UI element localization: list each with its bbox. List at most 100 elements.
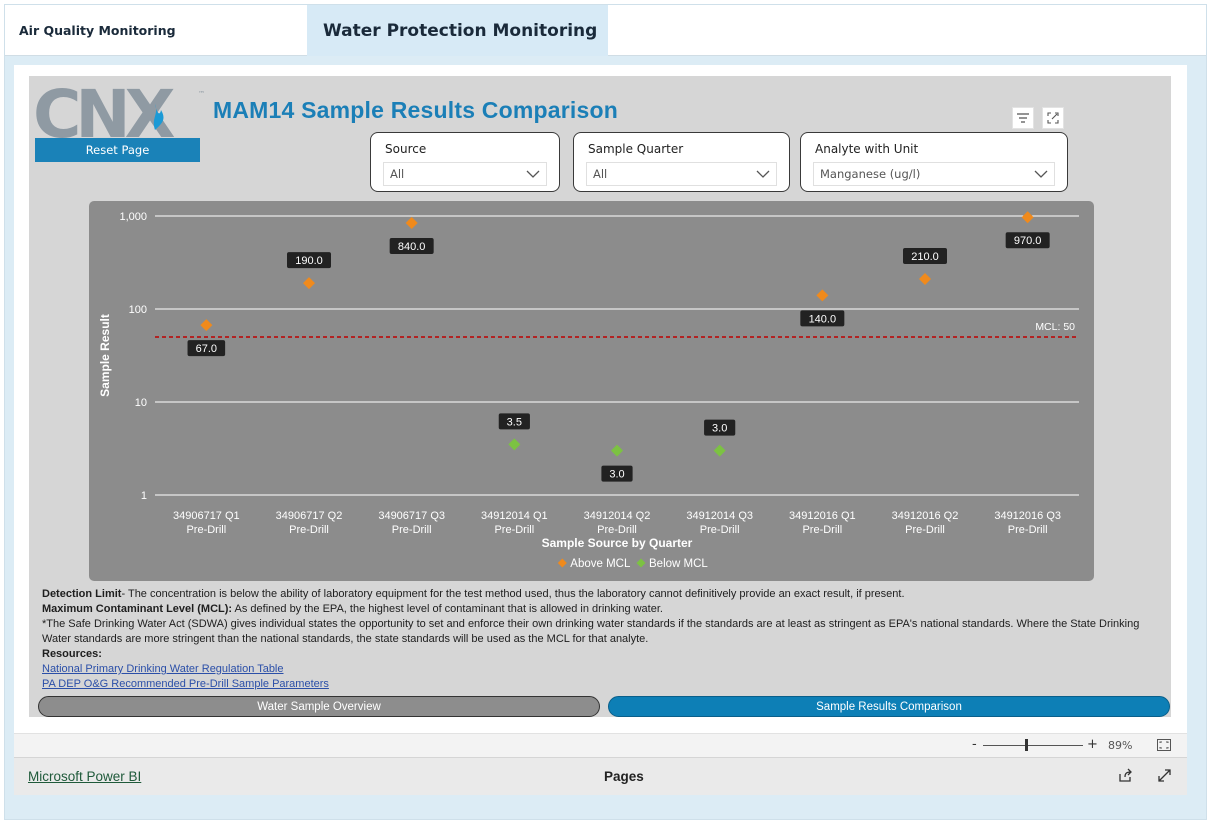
note-sdwa: *The Safe Drinking Water Act (SDWA) give… bbox=[42, 618, 1140, 645]
x-tick-label: 34912014 Q1 bbox=[481, 510, 548, 522]
data-point bbox=[200, 319, 213, 332]
zoom-slider[interactable] bbox=[983, 745, 1083, 746]
data-point bbox=[508, 438, 521, 451]
zoom-out-button[interactable]: - bbox=[972, 737, 977, 752]
source-dropdown[interactable]: All bbox=[383, 162, 547, 186]
share-icon[interactable] bbox=[1118, 768, 1133, 783]
report-page: CNX ™ Reset Page MAM14 Sample Results Co… bbox=[14, 65, 1187, 733]
data-label-box bbox=[601, 465, 633, 482]
zoom-bar: - + 89% bbox=[14, 733, 1187, 757]
tab-water-protection[interactable]: Water Protection Monitoring bbox=[307, 5, 608, 56]
data-point bbox=[713, 444, 726, 457]
quarter-dropdown-value: All bbox=[593, 167, 608, 181]
data-label: 67.0 bbox=[196, 343, 217, 355]
x-tick-sublabel: Pre-Drill bbox=[392, 524, 432, 536]
data-label-box bbox=[287, 252, 331, 269]
data-label: 140.0 bbox=[809, 313, 837, 325]
data-point bbox=[405, 217, 418, 230]
slicer-analyte: Analyte with Unit Manganese (ug/l) bbox=[800, 132, 1068, 192]
x-tick-label: 34912016 Q3 bbox=[994, 510, 1061, 522]
link-drinking-water-table[interactable]: National Primary Drinking Water Regulati… bbox=[42, 663, 284, 675]
data-label: 210.0 bbox=[911, 251, 939, 263]
zoom-slider-thumb[interactable] bbox=[1025, 739, 1028, 751]
link-pa-dep-parameters[interactable]: PA DEP O&G Recommended Pre-Drill Sample … bbox=[42, 678, 329, 690]
x-tick-label: 34912014 Q3 bbox=[686, 510, 753, 522]
page-title: MAM14 Sample Results Comparison bbox=[213, 97, 618, 123]
data-label: 190.0 bbox=[295, 255, 323, 267]
chevron-down-icon bbox=[1034, 170, 1048, 178]
data-label-box bbox=[389, 238, 434, 255]
data-label-box bbox=[903, 248, 947, 265]
chart-svg: 1 10 100 1,000 Sample Result MCL: 50 34906717 … bbox=[98, 211, 1079, 570]
expand-icon[interactable] bbox=[1157, 768, 1172, 783]
slicer-quarter-label: Sample Quarter bbox=[588, 142, 684, 156]
y-tick-label: 1 bbox=[141, 490, 147, 502]
zoom-level: 89% bbox=[1108, 739, 1133, 752]
data-label: 840.0 bbox=[398, 241, 426, 253]
source-dropdown-value: All bbox=[390, 167, 405, 181]
filter-icon[interactable] bbox=[1012, 107, 1034, 129]
logo-text: CNX bbox=[33, 84, 175, 139]
slicer-sample-quarter: Sample Quarter All bbox=[573, 132, 790, 192]
focus-mode-icon[interactable] bbox=[1042, 107, 1064, 129]
tab-bar: Air Quality Monitoring Water Protection … bbox=[5, 5, 1206, 56]
cnx-logo: CNX ™ bbox=[33, 84, 205, 139]
mcl-title: Maximum Contaminant Level (MCL): bbox=[42, 603, 233, 615]
water-sample-overview-button[interactable]: Water Sample Overview bbox=[38, 696, 600, 717]
footer-bar: Microsoft Power BI Pages bbox=[14, 757, 1187, 795]
fit-to-page-icon[interactable] bbox=[1157, 739, 1171, 751]
data-point bbox=[919, 273, 931, 286]
report-canvas: CNX ™ Reset Page MAM14 Sample Results Co… bbox=[29, 76, 1171, 717]
legend-label: Above MCL bbox=[570, 558, 631, 570]
tab-air-quality[interactable]: Air Quality Monitoring bbox=[19, 23, 176, 38]
notes-section: Detection Limit- The concentration is be… bbox=[42, 587, 1142, 692]
x-tick-sublabel: Pre-Drill bbox=[700, 524, 740, 536]
data-point bbox=[1021, 211, 1034, 224]
analyte-dropdown[interactable]: Manganese (ug/l) bbox=[813, 162, 1055, 186]
x-tick-sublabel: Pre-Drill bbox=[494, 524, 534, 536]
x-tick-sublabel: Pre-Drill bbox=[597, 524, 637, 536]
chevron-down-icon bbox=[756, 170, 770, 178]
y-tick-label: 100 bbox=[129, 304, 147, 316]
mcl-text: As defined by the EPA, the highest level… bbox=[232, 603, 663, 615]
data-label: 3.0 bbox=[609, 469, 624, 481]
data-label-box bbox=[498, 413, 530, 430]
x-tick-label: 34906717 Q3 bbox=[378, 510, 445, 522]
sample-results-comparison-button[interactable]: Sample Results Comparison bbox=[608, 696, 1170, 717]
data-label: 3.0 bbox=[712, 423, 727, 435]
x-tick-sublabel: Pre-Drill bbox=[802, 524, 842, 536]
slicer-source: Source All bbox=[370, 132, 560, 192]
y-tick-label: 1,000 bbox=[119, 211, 147, 223]
resources-title: Resources: bbox=[42, 648, 102, 660]
power-bi-link[interactable]: Microsoft Power BI bbox=[28, 769, 142, 784]
x-tick-label: 34906717 Q1 bbox=[173, 510, 240, 522]
x-tick-label: 34912016 Q1 bbox=[789, 510, 856, 522]
data-point bbox=[611, 444, 623, 457]
x-tick-label: 34906717 Q2 bbox=[276, 510, 343, 522]
x-tick-label: 34912014 Q2 bbox=[584, 510, 651, 522]
mcl-reference-label: MCL: 50 bbox=[1035, 321, 1075, 333]
data-label-box bbox=[800, 310, 845, 327]
data-point bbox=[303, 277, 315, 290]
x-tick-sublabel: Pre-Drill bbox=[186, 524, 226, 536]
note-mcl: Maximum Contaminant Level (MCL): As defi… bbox=[42, 602, 1142, 617]
data-label-box bbox=[1005, 232, 1050, 249]
x-tick-label: 34912016 Q2 bbox=[892, 510, 959, 522]
y-axis-title: Sample Result bbox=[98, 314, 112, 397]
data-label: 3.5 bbox=[507, 416, 522, 428]
data-point bbox=[816, 289, 829, 302]
reset-page-button[interactable]: Reset Page bbox=[35, 138, 200, 162]
data-label-box bbox=[187, 340, 226, 357]
zoom-in-button[interactable]: + bbox=[1087, 737, 1098, 752]
legend-marker bbox=[636, 558, 646, 568]
detection-limit-title: Detection Limit bbox=[42, 588, 122, 600]
quarter-dropdown[interactable]: All bbox=[586, 162, 777, 186]
slicer-source-label: Source bbox=[385, 142, 427, 156]
detection-limit-text: - The concentration is below the ability… bbox=[121, 588, 905, 600]
svg-text:™: ™ bbox=[198, 90, 205, 98]
legend-label: Below MCL bbox=[649, 558, 708, 570]
x-tick-sublabel: Pre-Drill bbox=[1008, 524, 1048, 536]
scatter-chart[interactable]: 1 10 100 1,000 Sample Result MCL: 50 34906717 … bbox=[89, 201, 1094, 581]
y-tick-label: 10 bbox=[135, 397, 147, 409]
pages-button[interactable]: Pages bbox=[604, 769, 644, 784]
